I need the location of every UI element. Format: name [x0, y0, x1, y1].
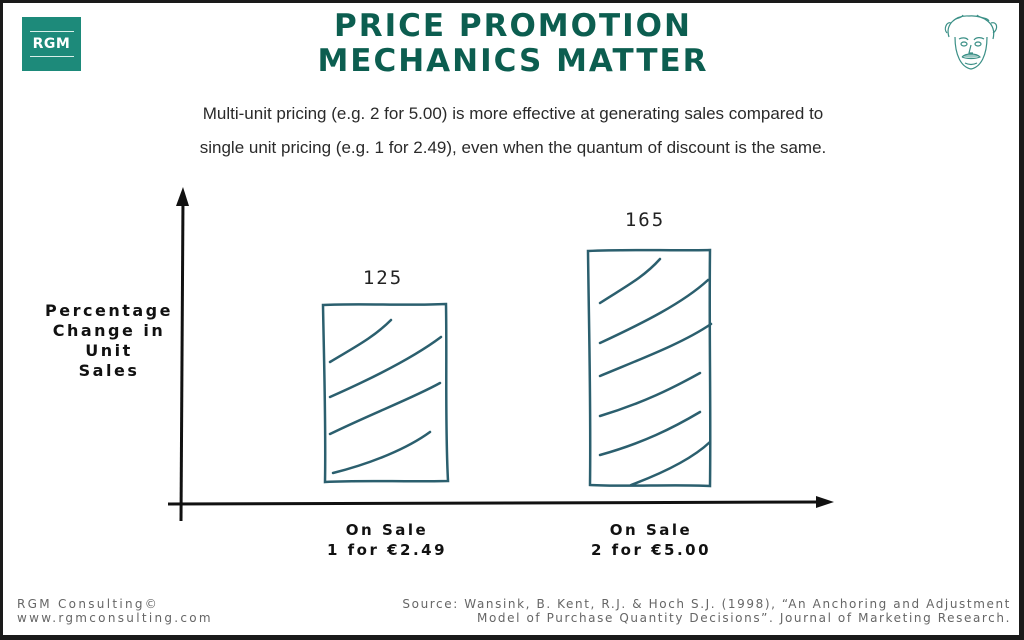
bar-1-value-label: 125 — [362, 267, 404, 289]
y-axis-label: Percentage Change in Unit Sales — [25, 301, 193, 381]
footer-company: RGM Consulting© www.rgmconsulting.com — [17, 597, 213, 625]
logo-text: RGM — [32, 36, 71, 52]
logo-divider — [29, 56, 74, 57]
company-name: RGM Consulting© — [17, 597, 160, 611]
bar-2-value-label: 165 — [624, 209, 666, 231]
einstein-sketch-icon — [941, 11, 1001, 77]
title-line-1: PRICE PROMOTION — [334, 8, 692, 44]
subtitle: Multi-unit pricing (e.g. 2 for 5.00) is … — [103, 97, 923, 165]
y-label-line: Percentage — [45, 301, 173, 320]
subtitle-line-2: single unit pricing (e.g. 1 for 2.49), e… — [199, 138, 827, 157]
source-line-2: Model of Purchase Quantity Decisions”. J… — [477, 611, 1011, 625]
y-label-line: Change in — [52, 321, 166, 340]
x-category-line: On Sale — [345, 521, 429, 539]
chart-canvas — [167, 187, 834, 522]
x-category-line: On Sale — [609, 521, 693, 539]
x-category-2: On Sale 2 for €5.00 — [541, 520, 761, 560]
y-label-line: Sales — [78, 361, 140, 380]
title-line-2: MECHANICS MATTER — [317, 43, 709, 79]
x-axis — [167, 496, 834, 508]
slide: RGM PRICE PROMOTION MECHANICS MATTER — [3, 3, 1019, 635]
page-title: PRICE PROMOTION MECHANICS MATTER — [203, 9, 823, 79]
y-label-line: Unit — [85, 341, 133, 360]
rgm-logo: RGM — [22, 17, 81, 71]
x-category-1: On Sale 1 for €2.49 — [277, 520, 497, 560]
y-axis — [176, 187, 189, 522]
bar-1 — [321, 302, 450, 484]
x-category-line: 1 for €2.49 — [326, 541, 448, 559]
footer-source: Source: Wansink, B. Kent, R.J. & Hoch S.… — [402, 597, 1011, 625]
x-category-line: 2 for €5.00 — [590, 541, 712, 559]
source-line-1: Source: Wansink, B. Kent, R.J. & Hoch S.… — [402, 597, 1011, 611]
logo-divider — [29, 31, 74, 32]
website-link[interactable]: www.rgmconsulting.com — [17, 611, 213, 625]
subtitle-line-1: Multi-unit pricing (e.g. 2 for 5.00) is … — [202, 104, 824, 123]
bar-2 — [586, 248, 713, 488]
